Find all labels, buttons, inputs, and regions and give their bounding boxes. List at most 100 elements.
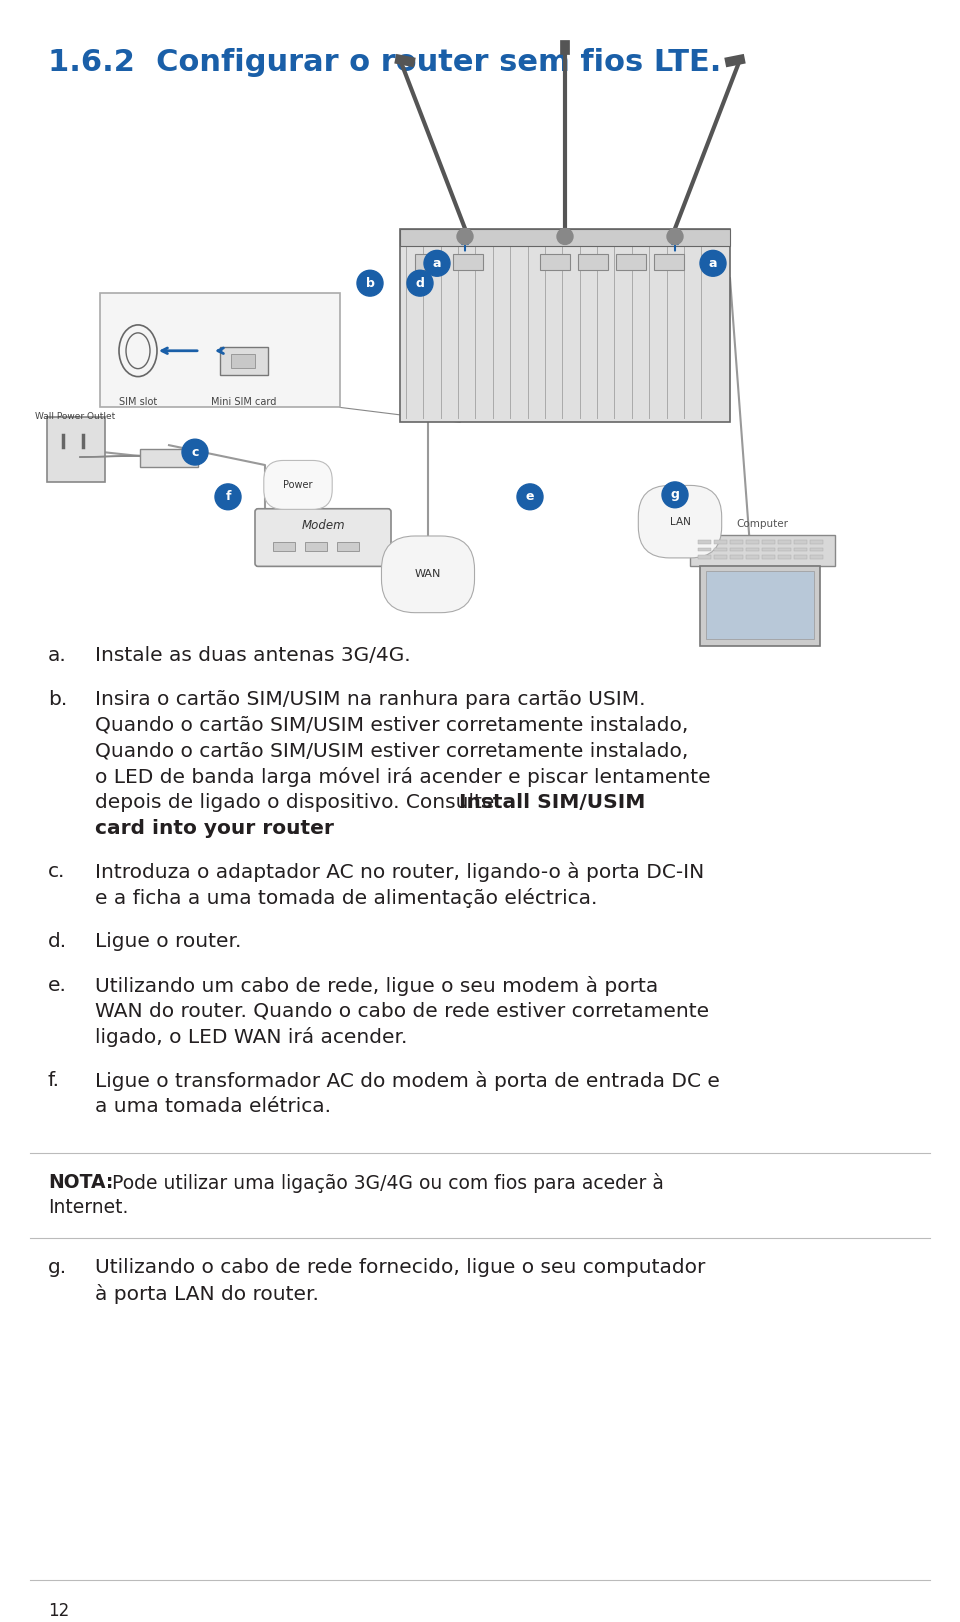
Text: Utilizando o cabo de rede fornecido, ligue o seu computador: Utilizando o cabo de rede fornecido, lig… — [95, 1259, 706, 1277]
FancyBboxPatch shape — [273, 542, 295, 551]
FancyBboxPatch shape — [714, 555, 727, 560]
FancyBboxPatch shape — [690, 535, 835, 566]
FancyBboxPatch shape — [400, 229, 730, 422]
Text: Instale as duas antenas 3G/4G.: Instale as duas antenas 3G/4G. — [95, 646, 411, 665]
Text: Introduza o adaptador AC no router, ligando-o à porta DC-IN: Introduza o adaptador AC no router, liga… — [95, 863, 705, 882]
Text: f: f — [226, 490, 230, 503]
FancyBboxPatch shape — [453, 255, 483, 271]
Text: LAN: LAN — [669, 517, 690, 527]
Text: Pode utilizar uma ligação 3G/4G ou com fios para aceder à: Pode utilizar uma ligação 3G/4G ou com f… — [106, 1173, 664, 1192]
Text: Mini SIM card: Mini SIM card — [211, 397, 276, 407]
Circle shape — [424, 250, 450, 276]
Text: g.: g. — [48, 1259, 67, 1277]
Text: SIM slot: SIM slot — [119, 397, 157, 407]
Text: e: e — [526, 490, 535, 503]
Circle shape — [457, 229, 473, 245]
FancyBboxPatch shape — [714, 540, 727, 543]
Text: Insira o cartão SIM/USIM na ranhura para cartão USIM.: Insira o cartão SIM/USIM na ranhura para… — [95, 689, 645, 709]
FancyBboxPatch shape — [698, 555, 711, 560]
FancyBboxPatch shape — [714, 548, 727, 551]
Text: Ligue o transformador AC do modem à porta de entrada DC e: Ligue o transformador AC do modem à port… — [95, 1071, 720, 1092]
Text: d.: d. — [48, 933, 67, 950]
Text: Ligue o router.: Ligue o router. — [95, 933, 241, 950]
FancyBboxPatch shape — [730, 540, 743, 543]
FancyBboxPatch shape — [231, 354, 255, 368]
FancyBboxPatch shape — [616, 255, 646, 271]
Text: ligado, o LED WAN irá acender.: ligado, o LED WAN irá acender. — [95, 1027, 407, 1048]
FancyBboxPatch shape — [706, 571, 814, 639]
FancyBboxPatch shape — [778, 540, 791, 543]
Text: c.: c. — [48, 863, 65, 881]
FancyBboxPatch shape — [778, 555, 791, 560]
Text: Quando o cartão SIM/USIM estiver corretamente instalado,: Quando o cartão SIM/USIM estiver correta… — [95, 741, 688, 761]
FancyBboxPatch shape — [762, 555, 775, 560]
Text: Install SIM/USIM: Install SIM/USIM — [459, 793, 645, 813]
Text: d: d — [416, 277, 424, 290]
FancyBboxPatch shape — [794, 548, 807, 551]
FancyBboxPatch shape — [794, 540, 807, 543]
Text: Internet.: Internet. — [48, 1199, 129, 1218]
FancyBboxPatch shape — [415, 255, 445, 271]
FancyBboxPatch shape — [337, 542, 359, 551]
Circle shape — [517, 483, 543, 509]
Text: a uma tomada elétrica.: a uma tomada elétrica. — [95, 1096, 331, 1116]
Text: c: c — [191, 446, 199, 459]
Text: e a ficha a uma tomada de alimentação eléctrica.: e a ficha a uma tomada de alimentação el… — [95, 889, 597, 908]
FancyBboxPatch shape — [778, 548, 791, 551]
Text: b: b — [366, 277, 374, 290]
Text: g: g — [671, 488, 680, 501]
Text: 12: 12 — [48, 1603, 69, 1620]
FancyBboxPatch shape — [794, 555, 807, 560]
Text: Computer: Computer — [736, 519, 788, 529]
FancyBboxPatch shape — [762, 540, 775, 543]
Text: Wall Power Outlet: Wall Power Outlet — [35, 412, 115, 422]
FancyBboxPatch shape — [810, 548, 823, 551]
Circle shape — [662, 482, 688, 508]
Circle shape — [557, 229, 573, 245]
Text: e.: e. — [48, 976, 67, 994]
FancyBboxPatch shape — [698, 540, 711, 543]
Circle shape — [215, 483, 241, 509]
Text: WAN: WAN — [415, 569, 442, 579]
Text: o LED de banda larga móvel irá acender e piscar lentamente: o LED de banda larga móvel irá acender e… — [95, 767, 710, 787]
FancyBboxPatch shape — [654, 255, 684, 271]
Circle shape — [357, 271, 383, 297]
FancyBboxPatch shape — [700, 566, 820, 646]
Circle shape — [700, 250, 726, 276]
FancyBboxPatch shape — [100, 294, 340, 407]
Text: NOTA:: NOTA: — [48, 1173, 113, 1192]
FancyBboxPatch shape — [540, 255, 570, 271]
FancyBboxPatch shape — [47, 417, 105, 482]
Text: Modem: Modem — [301, 519, 345, 532]
FancyBboxPatch shape — [730, 548, 743, 551]
Text: depois de ligado o dispositivo. Consulte: depois de ligado o dispositivo. Consulte — [95, 793, 501, 813]
FancyBboxPatch shape — [746, 548, 759, 551]
FancyBboxPatch shape — [578, 255, 608, 271]
Text: f.: f. — [48, 1071, 60, 1090]
Text: à porta LAN do router.: à porta LAN do router. — [95, 1283, 319, 1304]
FancyBboxPatch shape — [400, 229, 730, 247]
Text: Utilizando um cabo de rede, ligue o seu modem à porta: Utilizando um cabo de rede, ligue o seu … — [95, 976, 659, 996]
FancyBboxPatch shape — [140, 449, 198, 467]
FancyBboxPatch shape — [255, 509, 391, 566]
Circle shape — [182, 440, 208, 466]
Text: a.: a. — [48, 646, 67, 665]
FancyBboxPatch shape — [762, 548, 775, 551]
FancyBboxPatch shape — [220, 347, 268, 375]
FancyBboxPatch shape — [698, 548, 711, 551]
Circle shape — [407, 271, 433, 297]
Text: 1.6.2  Configurar o router sem fios LTE.: 1.6.2 Configurar o router sem fios LTE. — [48, 47, 721, 76]
Text: a: a — [708, 256, 717, 269]
Text: Quando o cartão SIM/USIM estiver corretamente instalado,: Quando o cartão SIM/USIM estiver correta… — [95, 715, 688, 735]
FancyBboxPatch shape — [746, 540, 759, 543]
Text: WAN do router. Quando o cabo de rede estiver corretamente: WAN do router. Quando o cabo de rede est… — [95, 1002, 709, 1020]
Circle shape — [667, 229, 683, 245]
Text: .: . — [292, 819, 299, 839]
FancyBboxPatch shape — [730, 555, 743, 560]
FancyBboxPatch shape — [305, 542, 327, 551]
Text: b.: b. — [48, 689, 67, 709]
FancyBboxPatch shape — [746, 555, 759, 560]
Text: card into your router: card into your router — [95, 819, 334, 839]
Text: a: a — [433, 256, 442, 269]
FancyBboxPatch shape — [810, 555, 823, 560]
